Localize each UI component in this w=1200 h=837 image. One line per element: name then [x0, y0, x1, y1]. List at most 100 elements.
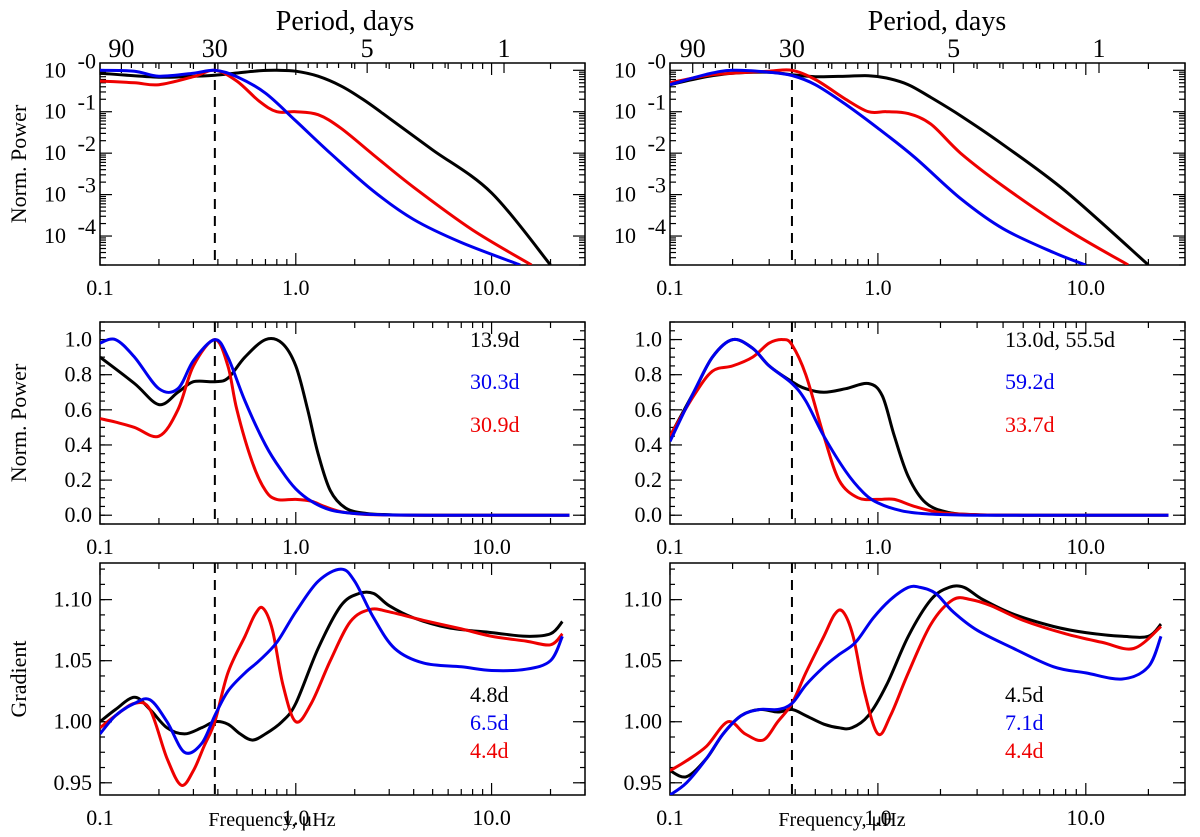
x-axis-label-right: Frequency, μHz	[778, 809, 905, 831]
x-tick-label: 1.0	[864, 534, 892, 559]
plot-frame	[99, 562, 586, 796]
period-tick-label: 1	[1093, 34, 1106, 63]
x-tick-label: 1.0	[864, 275, 892, 300]
y-axis-label: Norm. Power	[6, 104, 31, 223]
y-tick-exponent: -1	[648, 90, 666, 115]
y-tick-label: 0.0	[65, 502, 93, 527]
y-tick-label: 10	[44, 57, 66, 82]
y-tick-exponent: -1	[78, 90, 96, 115]
y-axis-label: Gradient	[6, 641, 31, 718]
series-line-black	[670, 337, 1169, 517]
annotation-blue: 59.2d	[1005, 369, 1055, 394]
y-tick-label: 10	[44, 223, 66, 248]
panel-left-mid: 0.1 1.0 10.0 0.0 0.2 0.4 0.6 0.8 1.0 Norm. Power 1…	[6, 321, 586, 559]
annotation-black: 13.9d	[470, 327, 520, 352]
y-tick-label: 10	[44, 140, 66, 165]
series-line-red	[670, 596, 1163, 772]
y-tick-label: 1.0	[635, 327, 663, 352]
y-tick-label: 0.2	[65, 467, 93, 492]
x-tick-label: 10.0	[472, 275, 511, 300]
y-tick-label: 0.95	[54, 770, 93, 795]
y-tick-label: 1.00	[624, 709, 663, 734]
x-axis-label-left: Frequency, μHz	[208, 809, 335, 831]
annotation-red: 4.4d	[1005, 738, 1044, 763]
x-tick-label: 0.1	[656, 805, 684, 830]
y-tick-label: 10	[44, 182, 66, 207]
y-tick-label: 0.2	[635, 467, 663, 492]
series-line-red	[670, 68, 1129, 265]
panel-left-bot: 0.1 1.0 10.0 0.95 1.00 1.05 1.10 Gradient 4.8d 6.…	[6, 562, 586, 830]
x-tick-label: 10.0	[1067, 275, 1106, 300]
x-tick-label: 10.0	[1067, 534, 1106, 559]
y-tick-exponent: -0	[648, 48, 666, 73]
y-tick-exponent: -2	[648, 131, 666, 156]
x-tick-label: 1.0	[282, 275, 310, 300]
annotation-black: 4.5d	[1005, 682, 1044, 707]
panel-right-top: 0.1 1.0 10.0 90 30 5 1 10 -0 10 -1 10 -2 10 -3 10 -4	[614, 34, 1186, 300]
x-tick-label: 10.0	[1067, 805, 1106, 830]
y-tick-exponent: -3	[648, 173, 666, 198]
y-tick-label: 10	[44, 99, 66, 124]
period-tick-label: 1	[498, 34, 511, 63]
y-tick-label: 10	[614, 57, 636, 82]
period-tick-label: 90	[680, 34, 706, 63]
y-tick-label: 1.10	[624, 587, 663, 612]
series-line-black	[670, 584, 1163, 779]
y-tick-label: 0.8	[635, 362, 663, 387]
annotation-red: 30.9d	[470, 412, 520, 437]
y-tick-exponent: -3	[78, 173, 96, 198]
series-line-blue	[670, 584, 1163, 795]
y-tick-label: 1.05	[54, 648, 93, 673]
y-tick-label: 0.6	[65, 397, 93, 422]
annotation-blue: 30.3d	[470, 369, 520, 394]
y-tick-label: 0.6	[635, 397, 663, 422]
plot-frame	[99, 62, 586, 266]
series-line-black	[100, 68, 552, 265]
y-tick-label: 0.0	[635, 502, 663, 527]
series-line-blue	[100, 567, 564, 755]
x-tick-label: 0.1	[656, 534, 684, 559]
annotation-red: 33.7d	[1005, 412, 1055, 437]
series-line-blue	[100, 337, 570, 517]
y-tick-label: 10	[614, 99, 636, 124]
series-line-blue	[670, 68, 1087, 265]
y-tick-label: 1.0	[65, 327, 93, 352]
period-tick-label: 90	[108, 34, 134, 63]
series-line-red	[100, 68, 533, 265]
plot-frame	[669, 321, 1186, 525]
y-tick-exponent: -0	[78, 48, 96, 73]
annotation-red: 4.4d	[470, 738, 509, 763]
y-tick-exponent: -4	[78, 214, 96, 239]
y-tick-label: 0.4	[635, 432, 663, 457]
top-axis-title-left: Period, days	[276, 6, 414, 37]
y-tick-label: 0.95	[624, 770, 663, 795]
series-line-blue	[670, 337, 1169, 517]
annotation-black: 13.0d, 55.5d	[1005, 327, 1115, 352]
y-tick-label: 10	[614, 223, 636, 248]
y-tick-label: 0.8	[65, 362, 93, 387]
panel-right-mid: 0.1 1.0 10.0 0.0 0.2 0.4 0.6 0.8 1.0 13.0d, 55.5d…	[635, 321, 1186, 559]
x-tick-label: 10.0	[472, 534, 511, 559]
x-tick-label: 10.0	[472, 805, 511, 830]
x-tick-label: 1.0	[864, 805, 892, 830]
plot-frame	[669, 562, 1186, 796]
y-tick-label: 10	[614, 182, 636, 207]
y-tick-label: 1.00	[54, 709, 93, 734]
x-tick-label: 1.0	[282, 805, 310, 830]
top-axis-titles: Period, days Period, days Frequency, μHz…	[208, 6, 1006, 831]
annotation-blue: 6.5d	[470, 710, 509, 735]
series-line-blue	[100, 68, 521, 265]
x-tick-label: 0.1	[86, 275, 114, 300]
y-tick-label: 0.4	[65, 432, 93, 457]
y-tick-label: 1.10	[54, 587, 93, 612]
period-tick-label: 30	[202, 34, 228, 63]
top-axis-title-right: Period, days	[868, 6, 1006, 37]
series-line-red	[670, 338, 1169, 517]
period-tick-label: 30	[779, 34, 805, 63]
annotation-black: 4.8d	[470, 682, 509, 707]
panels: 0.1 1.0 10.090 30 5 110-010-110-210-310 -4Norm…	[6, 34, 1186, 830]
x-tick-label: 0.1	[86, 534, 114, 559]
y-tick-label: 10	[614, 140, 636, 165]
y-axis-label: Norm. Power	[6, 363, 31, 482]
